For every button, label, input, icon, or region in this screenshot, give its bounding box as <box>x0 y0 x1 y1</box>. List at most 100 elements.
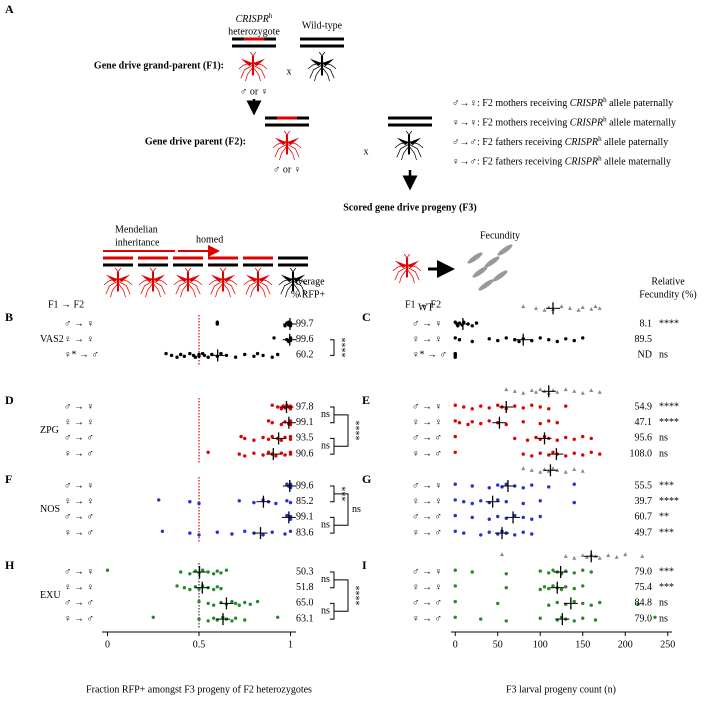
data-point <box>275 405 280 409</box>
control-point <box>563 469 568 474</box>
bracket-label: ns <box>321 574 330 585</box>
row-label: ♀* → ♂ <box>412 350 447 361</box>
summary-value: 39.7 <box>635 496 653 507</box>
data-point <box>279 422 284 427</box>
row-label: ♂ → ♂ <box>64 433 94 444</box>
data-point <box>224 568 229 572</box>
significance: *** <box>659 582 674 593</box>
data-point <box>589 570 593 574</box>
data-point <box>581 616 585 620</box>
summary-value: 79.0 <box>635 566 653 577</box>
data-point <box>547 485 551 489</box>
bracket <box>334 414 349 447</box>
panel-letter: E <box>362 393 370 407</box>
data-point <box>538 336 542 340</box>
wild-type-label: Wild-type <box>302 20 343 31</box>
row-label: ♀ → ♂ <box>412 613 442 624</box>
data-point <box>564 337 568 341</box>
data-point <box>239 434 243 439</box>
data-point <box>504 572 508 576</box>
column-header: Relative <box>651 276 685 287</box>
data-point <box>243 618 247 622</box>
data-point <box>513 533 517 537</box>
data-point <box>547 571 551 575</box>
bracket-label: ns <box>321 441 330 452</box>
data-point <box>230 532 234 536</box>
bracket <box>330 437 335 455</box>
data-point <box>243 600 247 605</box>
control-point <box>589 307 594 311</box>
data-point <box>252 451 256 455</box>
summary-value: 50.3 <box>296 566 314 577</box>
x-tick-label: 0.5 <box>193 639 206 650</box>
data-point <box>270 434 274 439</box>
data-point <box>164 351 168 356</box>
bracket-label: ns <box>321 409 330 420</box>
mosquito-icon <box>173 268 203 298</box>
row-label: ♂ → ♀ <box>64 566 94 577</box>
mosquito-icon <box>243 268 273 298</box>
data-point <box>230 619 234 623</box>
x-tick-label: 1 <box>288 639 293 650</box>
data-point <box>175 355 179 359</box>
data-point <box>538 421 542 426</box>
data-point <box>538 499 542 503</box>
row-label: ♀ → ♀ <box>64 582 94 593</box>
generation-label: Gene drive grand-parent (F1): <box>94 60 224 71</box>
summary-value: 60.2 <box>296 350 314 361</box>
data-point <box>470 501 474 506</box>
data-point <box>261 353 265 358</box>
data-point <box>453 355 457 359</box>
summary-value: 95.6 <box>635 433 653 444</box>
data-point <box>547 586 551 591</box>
row-label: ♀ → ♀ <box>64 334 94 345</box>
control-point <box>614 555 619 559</box>
mosquito-icon <box>208 268 238 298</box>
column-header: F1 → F2 <box>48 299 84 310</box>
data-point <box>243 529 247 533</box>
data-point <box>462 531 466 535</box>
data-point <box>504 336 508 340</box>
data-point <box>219 586 223 591</box>
data-point <box>521 452 525 456</box>
data-point <box>274 454 278 458</box>
data-point <box>593 618 598 622</box>
panel-letter: I <box>362 558 367 572</box>
control-point <box>606 553 611 557</box>
data-point <box>530 454 534 458</box>
control-point <box>597 555 602 560</box>
data-point <box>538 569 542 573</box>
bracket <box>334 579 349 612</box>
data-point <box>182 586 187 590</box>
data-point <box>581 453 585 457</box>
summary-value: 93.5 <box>296 433 314 444</box>
data-point <box>496 514 500 519</box>
data-point <box>215 585 220 589</box>
significance: *** <box>659 480 674 491</box>
data-point <box>521 501 525 506</box>
significance: **** <box>659 417 679 428</box>
data-point <box>598 600 602 605</box>
data-point <box>589 436 593 441</box>
data-point <box>487 486 491 490</box>
summary-value: 54.9 <box>635 401 653 412</box>
significance: ns <box>659 433 668 444</box>
data-point <box>279 407 284 411</box>
data-point <box>598 452 602 456</box>
data-point <box>564 454 568 458</box>
data-point <box>224 353 229 358</box>
significance: ns <box>659 448 668 459</box>
data-point <box>233 616 238 620</box>
legend-text: ♂→♂: F2 fathers receiving <box>452 137 565 148</box>
data-point <box>178 352 183 357</box>
data-point <box>453 434 457 439</box>
data-point <box>538 514 542 519</box>
data-point <box>157 498 161 502</box>
row-label: WT <box>418 303 434 314</box>
data-point <box>252 500 256 505</box>
bracket <box>330 406 335 424</box>
data-point <box>274 501 278 506</box>
data-point <box>272 336 276 340</box>
data-point <box>457 421 462 425</box>
